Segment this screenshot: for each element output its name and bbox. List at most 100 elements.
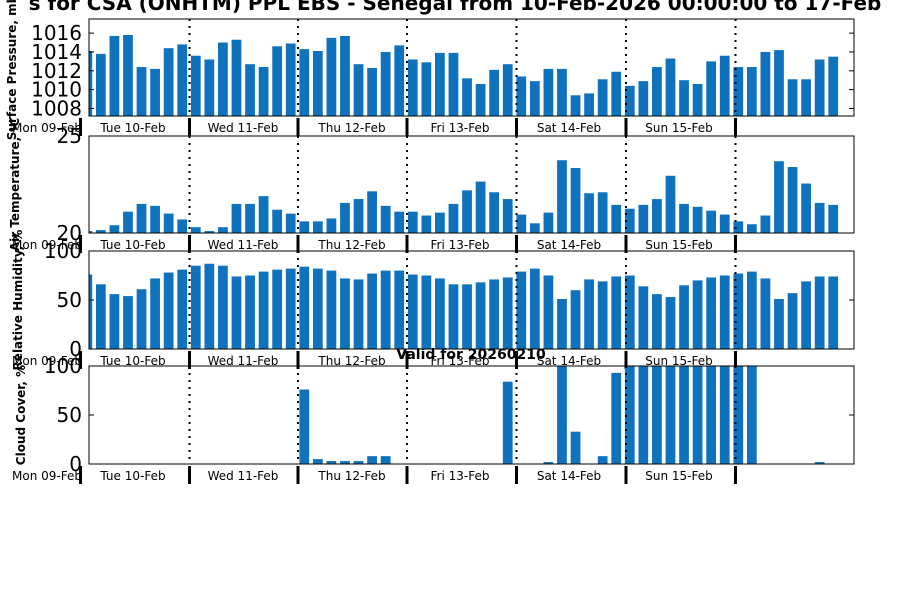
bar-series-4 (299, 366, 825, 464)
bar (326, 270, 337, 349)
x-tick-label: Sun 15-Feb (645, 354, 713, 368)
bar (638, 286, 649, 349)
bar (557, 366, 567, 464)
x-tick-label: Wed 11-Feb (208, 469, 279, 483)
bar (597, 79, 608, 116)
bar (231, 276, 242, 349)
bar-series-1 (89, 35, 839, 116)
bar (407, 211, 418, 233)
bar (95, 230, 106, 233)
bar (624, 366, 635, 464)
y-axis-label: Surface Pressure, mb (5, 0, 19, 140)
bar (787, 293, 798, 349)
bar (190, 227, 201, 233)
bar (245, 275, 255, 349)
bar (218, 42, 228, 116)
bar (177, 44, 188, 116)
bar (760, 215, 771, 233)
bar (760, 51, 771, 116)
bar (543, 462, 554, 464)
bar (190, 265, 201, 349)
x-tick-label: Sun 15-Feb (645, 121, 713, 135)
y-tick-label: 0 (69, 337, 82, 361)
y-tick-label: 1016 (31, 21, 82, 45)
bar (89, 274, 93, 349)
bar (597, 456, 608, 464)
bar (299, 389, 310, 464)
bar (448, 52, 459, 116)
bar (136, 203, 147, 233)
bar (529, 223, 540, 233)
bar (557, 299, 567, 349)
bar (421, 275, 432, 349)
bar (272, 209, 283, 233)
x-tick-label: Fri 13-Feb (431, 238, 490, 252)
bar (611, 276, 622, 349)
x-tick-label: Mon 09-Feb (12, 121, 82, 135)
bar (150, 205, 160, 233)
bar (380, 51, 391, 116)
bar (435, 52, 445, 116)
bar (218, 227, 228, 233)
bar (638, 204, 649, 233)
bar (394, 45, 405, 116)
bar (597, 192, 608, 233)
bar (814, 276, 825, 349)
bar (285, 268, 296, 349)
bar (340, 278, 350, 349)
bar (557, 160, 567, 233)
x-tick-label: Mon 09-Feb (12, 469, 82, 483)
y-tick-label: 1012 (31, 59, 82, 83)
bar (258, 271, 269, 349)
bar (502, 277, 513, 349)
bar (258, 196, 269, 233)
bar (326, 37, 337, 116)
bar (489, 69, 500, 116)
y-axis-label: Cloud Cover, % (14, 365, 28, 465)
bar (665, 297, 676, 349)
bar (719, 366, 730, 464)
bar (706, 366, 717, 464)
bar (380, 205, 391, 233)
bar (706, 61, 717, 116)
bar (231, 39, 242, 116)
bar (340, 35, 350, 116)
x-tick-label: Thu 12-Feb (317, 121, 385, 135)
bar (204, 59, 215, 116)
bar (828, 204, 839, 233)
bar (136, 289, 147, 349)
bar (652, 294, 662, 349)
bar (462, 190, 472, 233)
bar (299, 221, 310, 233)
bar (516, 271, 527, 349)
bar (89, 51, 93, 116)
bar (475, 83, 486, 116)
bar (665, 366, 676, 464)
bar (177, 219, 188, 233)
bar (421, 215, 432, 233)
bar (109, 225, 120, 233)
bar (340, 461, 350, 464)
bar (394, 211, 405, 233)
y-tick-label: 25 (57, 124, 82, 148)
bar (367, 191, 377, 233)
y-tick-label: 20 (57, 221, 82, 245)
bar (326, 461, 337, 464)
y-tick-label: 50 (57, 403, 82, 427)
y-tick-label: 1010 (31, 78, 82, 102)
bar (665, 58, 676, 116)
bar (624, 85, 635, 116)
x-tick-label: Wed 11-Feb (208, 121, 279, 135)
bar (150, 68, 160, 116)
plot-frame (88, 18, 855, 117)
y-tick-label: 1008 (31, 96, 82, 120)
bar (692, 83, 703, 116)
bar (285, 43, 296, 116)
bar (814, 202, 825, 233)
bar (746, 224, 757, 233)
bar (258, 67, 269, 116)
bar (719, 214, 730, 233)
bar (163, 272, 174, 349)
x-tick-label: Sat 14-Feb (537, 469, 601, 483)
